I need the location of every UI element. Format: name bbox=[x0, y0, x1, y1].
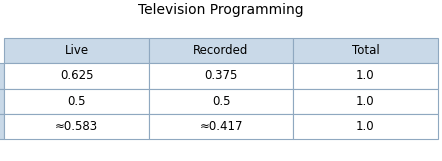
Title: Television Programming: Television Programming bbox=[138, 3, 304, 17]
